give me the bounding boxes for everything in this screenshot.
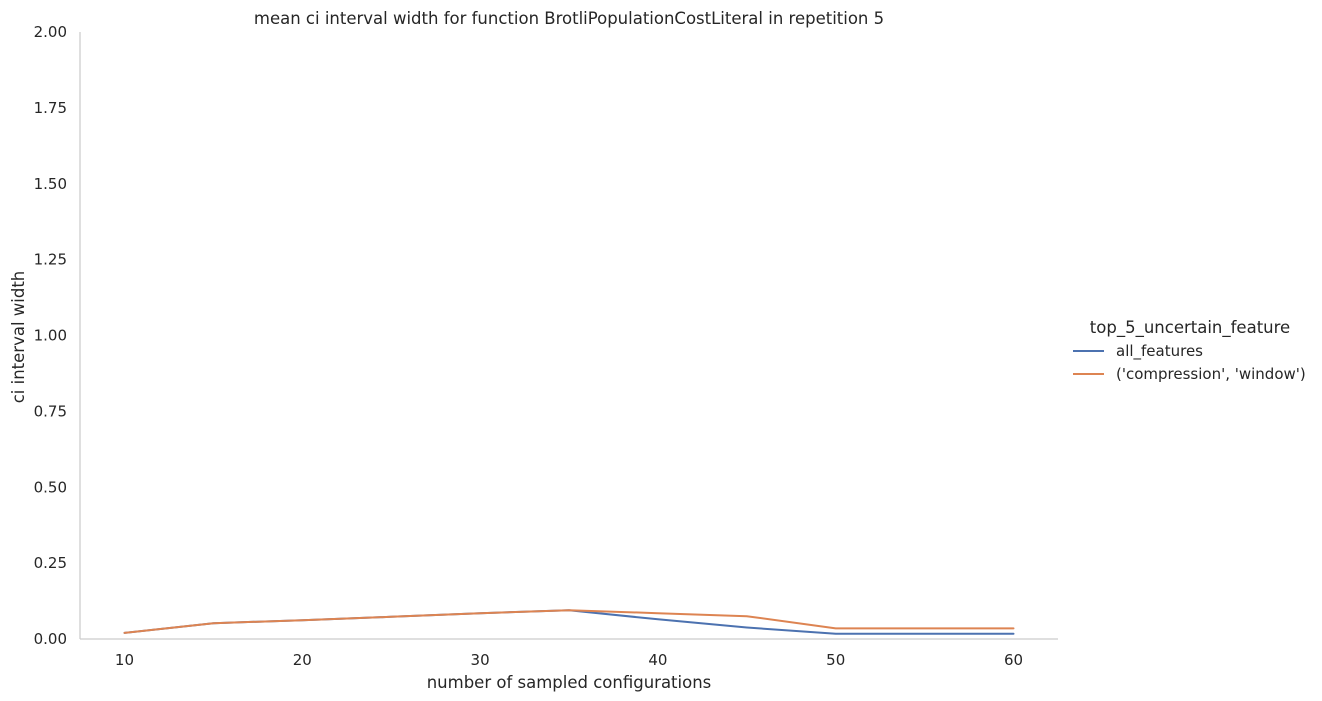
x-tick-label: 50 bbox=[826, 651, 845, 669]
x-axis-title: number of sampled configurations bbox=[427, 673, 712, 692]
chart-title: mean ci interval width for function Brot… bbox=[254, 9, 884, 28]
y-tick-label: 1.00 bbox=[34, 327, 67, 345]
x-tick-labels: 10 20 30 40 50 60 bbox=[115, 651, 1023, 669]
legend-title: top_5_uncertain_feature bbox=[1090, 318, 1290, 338]
y-tick-label: 2.00 bbox=[34, 23, 67, 41]
x-tick-label: 40 bbox=[648, 651, 667, 669]
x-tick-label: 10 bbox=[115, 651, 134, 669]
series-lines bbox=[123, 609, 1015, 635]
legend-label: ('compression', 'window') bbox=[1116, 365, 1306, 383]
legend: top_5_uncertain_feature all_features ('co… bbox=[1073, 318, 1306, 383]
y-axis-title: ci interval width bbox=[9, 271, 28, 404]
y-tick-label: 1.50 bbox=[34, 175, 67, 193]
y-tick-label: 1.75 bbox=[34, 99, 67, 117]
y-tick-label: 0.75 bbox=[34, 402, 67, 420]
legend-label: all_features bbox=[1116, 342, 1203, 361]
y-tick-label: 0.25 bbox=[34, 554, 67, 572]
series-line-1 bbox=[123, 609, 1015, 634]
y-tick-label: 0.00 bbox=[34, 630, 67, 648]
x-tick-label: 30 bbox=[471, 651, 490, 669]
y-tick-label: 1.25 bbox=[34, 251, 67, 269]
y-tick-label: 0.50 bbox=[34, 478, 67, 496]
legend-entries: all_features ('compression', 'window') bbox=[1073, 342, 1306, 383]
y-tick-labels: 0.00 0.25 0.50 0.75 1.00 1.25 1.50 1.75 2.00 bbox=[34, 23, 67, 648]
x-tick-label: 60 bbox=[1004, 651, 1023, 669]
plot-area: 0.00 0.25 0.50 0.75 1.00 1.25 1.50 1.75 2.00 10 2… bbox=[34, 23, 1058, 669]
x-tick-label: 20 bbox=[293, 651, 312, 669]
